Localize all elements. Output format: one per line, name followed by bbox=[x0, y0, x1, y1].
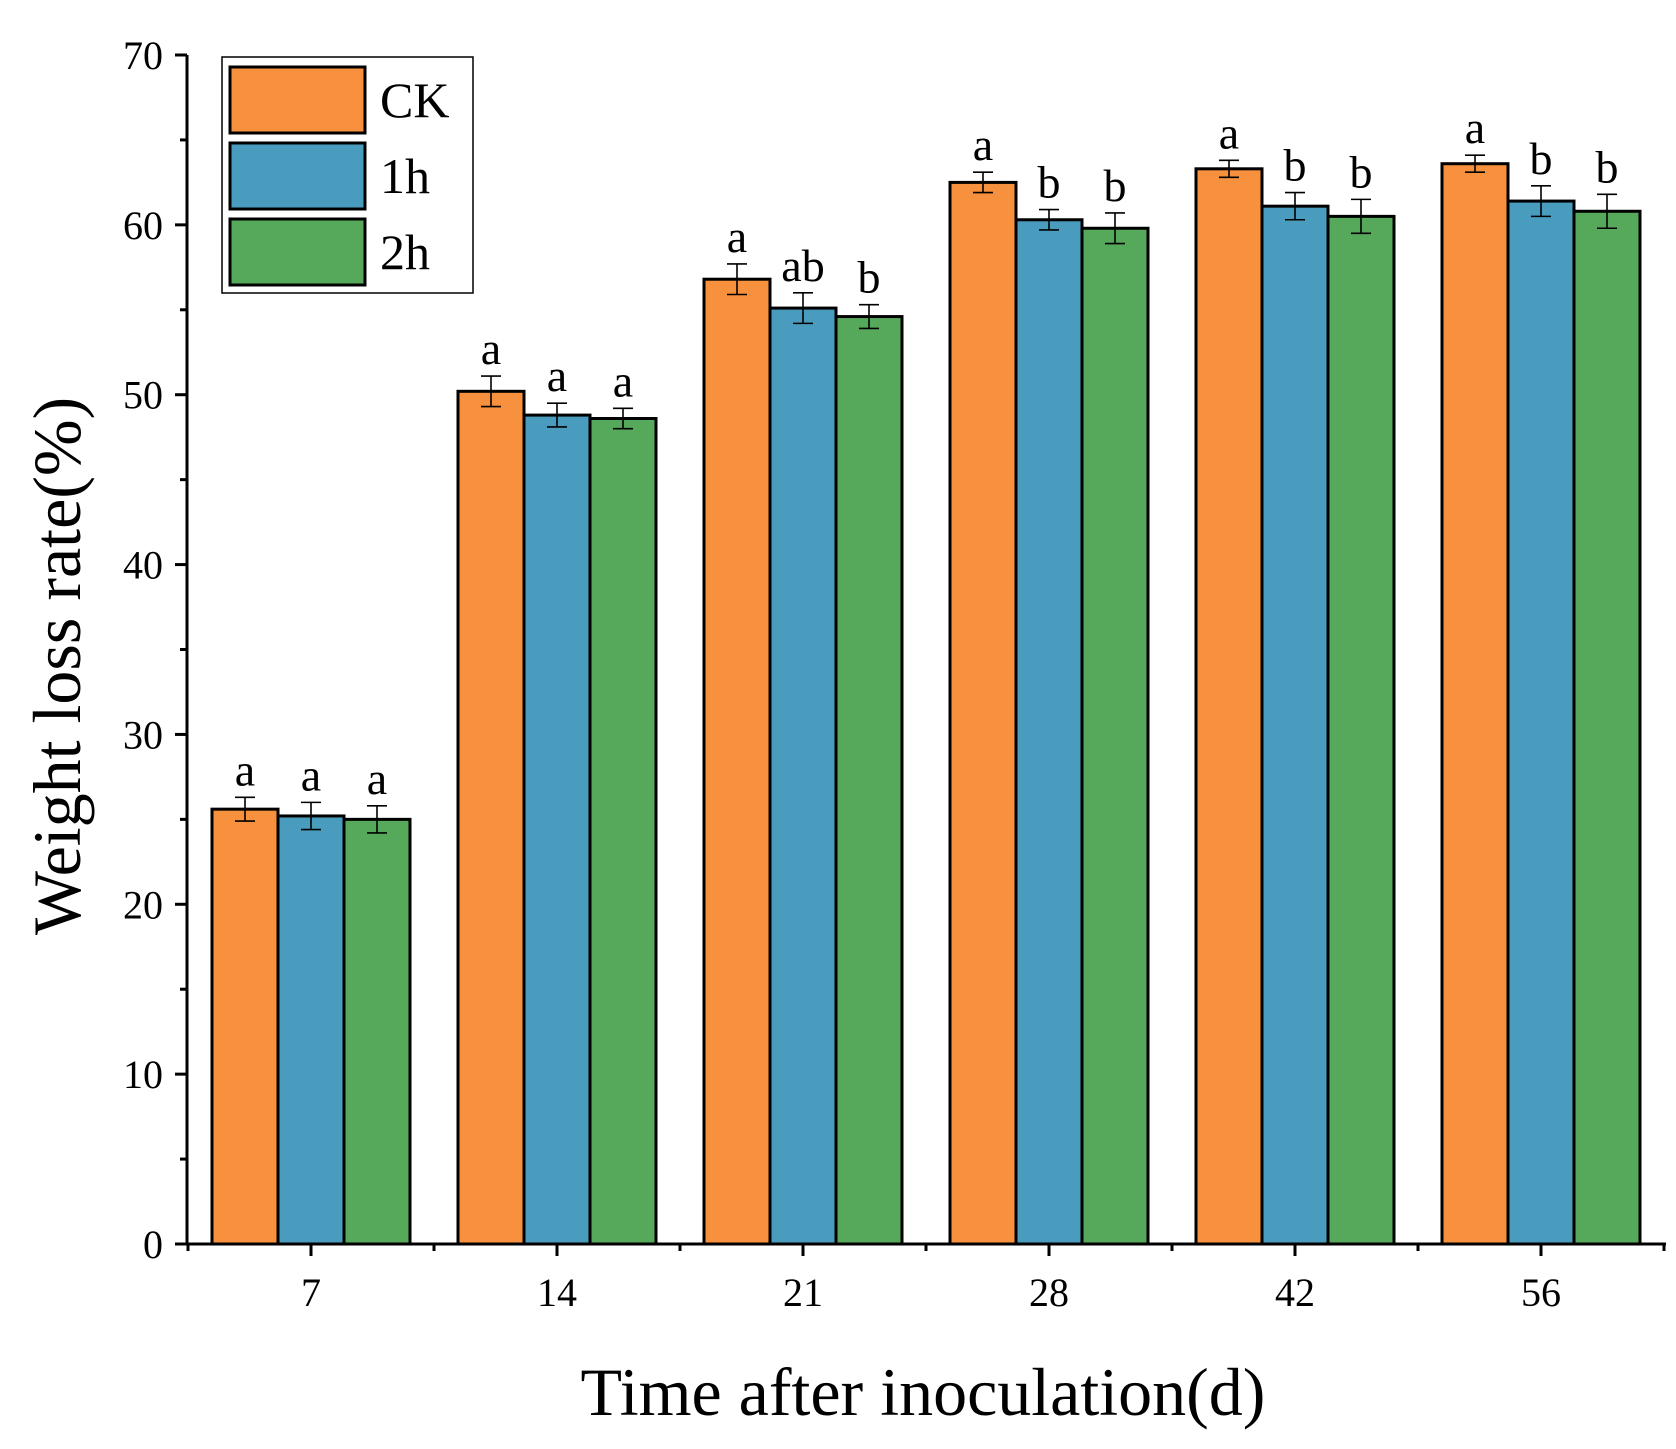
x-tick-label: 28 bbox=[1029, 1270, 1069, 1315]
y-tick-label: 10 bbox=[123, 1052, 163, 1097]
legend-swatch-1h bbox=[228, 141, 367, 211]
bar-CK-7 bbox=[210, 807, 280, 1246]
x-tick-label: 56 bbox=[1521, 1270, 1561, 1315]
significance-label: a bbox=[1219, 107, 1239, 158]
significance-label: b bbox=[1596, 141, 1619, 192]
legend-swatch-2h bbox=[228, 217, 367, 287]
bar-1h-7 bbox=[276, 814, 346, 1246]
bar-1h-28 bbox=[1014, 218, 1084, 1246]
bar-1h-56 bbox=[1506, 199, 1576, 1246]
y-tick-label: 40 bbox=[123, 543, 163, 588]
bar-1h-21 bbox=[768, 306, 838, 1246]
x-tick-label: 21 bbox=[783, 1270, 823, 1315]
x-tick-label: 7 bbox=[301, 1270, 321, 1315]
bar-CK-56 bbox=[1440, 162, 1510, 1246]
bar-2h-21 bbox=[834, 315, 904, 1246]
y-axis-title: Weight loss rate(%) bbox=[19, 397, 95, 935]
significance-label: b bbox=[1530, 133, 1553, 184]
significance-label: b bbox=[1104, 160, 1127, 211]
legend-label-1h: 1h bbox=[380, 148, 430, 204]
y-tick-label: 20 bbox=[123, 882, 163, 927]
y-tick-label: 30 bbox=[123, 712, 163, 757]
bar-2h-28 bbox=[1080, 226, 1150, 1246]
bar-1h-42 bbox=[1260, 204, 1330, 1246]
y-tick-label: 70 bbox=[123, 33, 163, 78]
significance-label: b bbox=[1284, 140, 1307, 191]
significance-label: a bbox=[481, 323, 501, 374]
bar-2h-14 bbox=[588, 416, 658, 1246]
significance-label: b bbox=[1038, 157, 1061, 208]
x-tick-label: 14 bbox=[537, 1270, 577, 1315]
bar-2h-42 bbox=[1326, 214, 1396, 1246]
bars bbox=[210, 154, 1642, 1246]
bar-2h-7 bbox=[342, 817, 412, 1246]
significance-label: b bbox=[858, 252, 881, 303]
bar-1h-14 bbox=[522, 413, 592, 1246]
significance-label: a bbox=[547, 350, 567, 401]
significance-label: ab bbox=[781, 240, 824, 291]
legend-label-2h: 2h bbox=[380, 224, 430, 280]
y-tick-label: 0 bbox=[143, 1222, 163, 1267]
significance-label: a bbox=[1465, 102, 1485, 153]
axes: 0 10 20 30 40 50 60 70 7 14 21 28 42 56 bbox=[123, 33, 1666, 1315]
significance-label: a bbox=[613, 355, 633, 406]
bar-2h-56 bbox=[1572, 209, 1642, 1246]
significance-label: a bbox=[367, 753, 387, 804]
significance-label: a bbox=[973, 119, 993, 170]
bar-CK-14 bbox=[456, 389, 526, 1246]
y-tick-label: 60 bbox=[123, 203, 163, 248]
significance-label: a bbox=[727, 211, 747, 262]
legend-swatch-CK bbox=[228, 65, 367, 135]
significance-label: a bbox=[301, 749, 321, 800]
y-tick-label: 50 bbox=[123, 373, 163, 418]
x-tick-label: 42 bbox=[1275, 1270, 1315, 1315]
legend: CK 1h 2h bbox=[221, 56, 474, 294]
bar-CK-28 bbox=[948, 180, 1018, 1246]
bar-CK-21 bbox=[702, 277, 772, 1246]
x-axis-title: Time after inoculation(d) bbox=[581, 1354, 1266, 1430]
significance-label: a bbox=[235, 744, 255, 795]
bar-CK-42 bbox=[1194, 167, 1264, 1246]
significance-label: b bbox=[1350, 146, 1373, 197]
legend-label-CK: CK bbox=[380, 72, 449, 128]
